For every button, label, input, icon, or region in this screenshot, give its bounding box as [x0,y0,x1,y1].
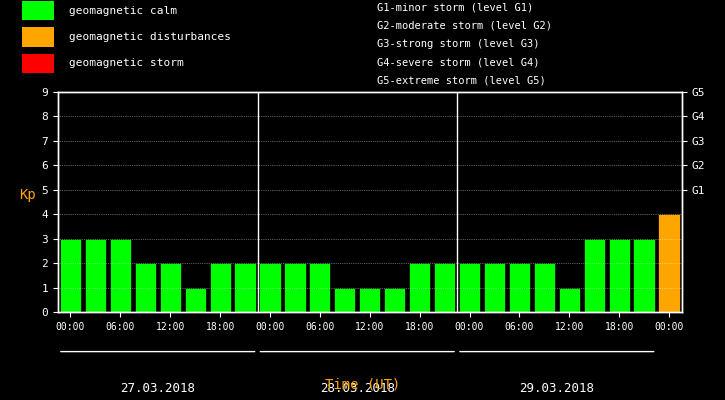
Bar [160,263,181,312]
Bar [310,263,331,312]
Bar [359,288,381,312]
Bar [484,263,505,312]
Bar [135,263,156,312]
Text: 27.03.2018: 27.03.2018 [120,382,195,395]
Bar [608,239,630,312]
Bar [384,288,405,312]
Text: Time (UT): Time (UT) [325,378,400,392]
Text: G3-strong storm (level G3): G3-strong storm (level G3) [377,39,539,49]
Text: G4-severe storm (level G4): G4-severe storm (level G4) [377,58,539,68]
Text: geomagnetic disturbances: geomagnetic disturbances [69,32,231,42]
Bar [658,214,679,312]
Bar [109,239,131,312]
Bar [534,263,555,312]
Bar [584,239,605,312]
Text: geomagnetic calm: geomagnetic calm [69,6,177,16]
Bar [60,239,81,312]
Bar [234,263,256,312]
FancyBboxPatch shape [22,1,54,20]
Bar [210,263,231,312]
Bar [509,263,530,312]
Bar [185,288,206,312]
Y-axis label: Kp: Kp [20,188,36,202]
Text: geomagnetic storm: geomagnetic storm [69,58,183,68]
Text: G2-moderate storm (level G2): G2-moderate storm (level G2) [377,20,552,30]
Text: G5-extreme storm (level G5): G5-extreme storm (level G5) [377,76,546,86]
Text: G1-minor storm (level G1): G1-minor storm (level G1) [377,2,534,12]
Bar [409,263,430,312]
Bar [559,288,580,312]
Bar [284,263,305,312]
Bar [85,239,106,312]
FancyBboxPatch shape [22,54,54,73]
Text: 29.03.2018: 29.03.2018 [519,382,594,395]
Bar [459,263,480,312]
Bar [434,263,455,312]
Bar [260,263,281,312]
Bar [634,239,655,312]
Bar [334,288,355,312]
Text: 28.03.2018: 28.03.2018 [320,382,395,395]
FancyBboxPatch shape [22,27,54,47]
